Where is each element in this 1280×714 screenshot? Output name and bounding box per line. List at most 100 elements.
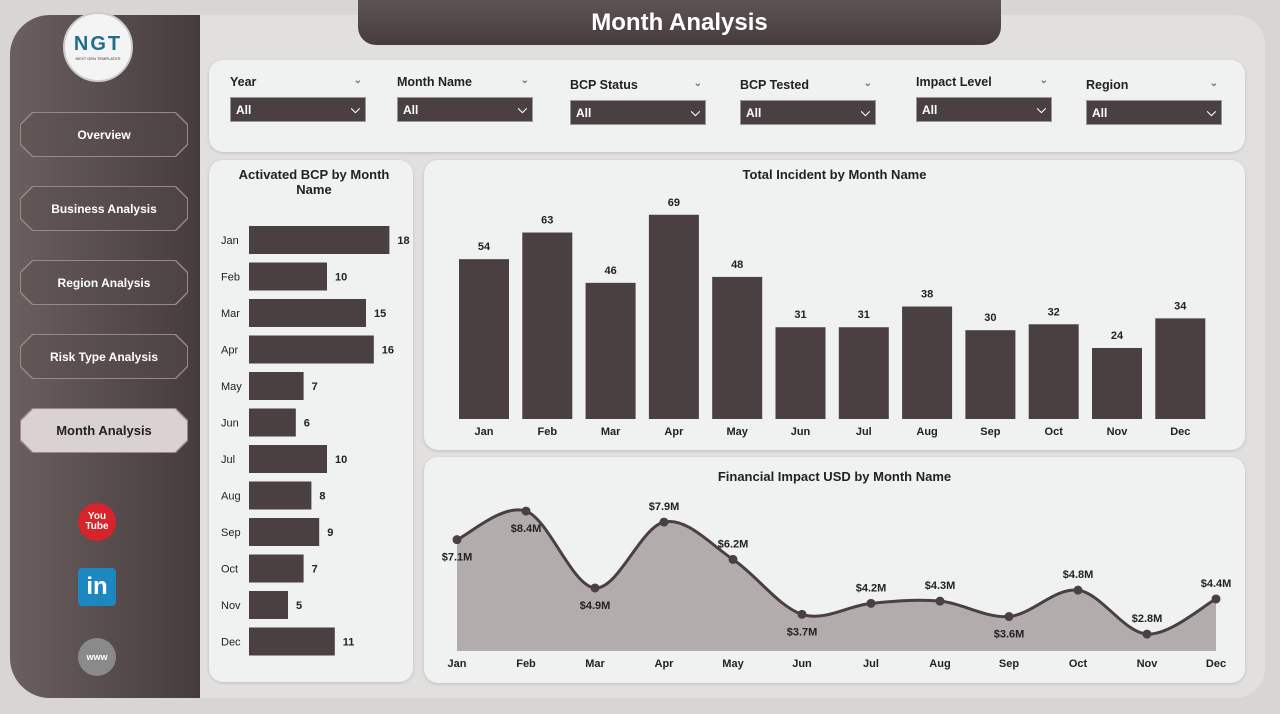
chevron-down-icon[interactable]: ⌵ xyxy=(517,102,527,116)
chevron-down-icon[interactable]: ⌄ xyxy=(863,78,872,89)
linkedin-icon[interactable]: in xyxy=(78,568,116,606)
y-tick-label: Aug xyxy=(221,491,241,503)
x-tick-label: Jun xyxy=(791,426,811,438)
x-tick-label: May xyxy=(726,426,748,438)
data-label: $4.4M xyxy=(1201,578,1232,590)
data-label: 31 xyxy=(794,309,806,321)
bar xyxy=(249,372,304,400)
nav-overview[interactable]: Overview xyxy=(20,112,188,157)
bcp-status-filter[interactable]: BCP Status ⌄ All ⌵ xyxy=(570,78,706,125)
filter-label: Region xyxy=(1086,78,1129,92)
data-point xyxy=(1073,585,1083,595)
globe-icon[interactable]: www xyxy=(78,638,116,676)
data-label: 38 xyxy=(921,289,933,301)
filter-value: All xyxy=(236,102,252,117)
bar xyxy=(522,232,573,419)
bar xyxy=(249,299,366,327)
chevron-down-icon[interactable]: ⌵ xyxy=(690,105,700,119)
data-point xyxy=(935,596,945,606)
chevron-down-icon[interactable]: ⌄ xyxy=(353,75,362,86)
region-filter[interactable]: Region ⌄ All ⌵ xyxy=(1086,78,1222,125)
data-label: $7.9M xyxy=(649,501,680,513)
data-label: 24 xyxy=(1111,330,1124,342)
data-point xyxy=(866,598,876,608)
year-filter[interactable]: Year ⌄ All ⌵ xyxy=(230,75,366,122)
data-point xyxy=(797,609,807,619)
y-tick-label: Mar xyxy=(221,308,240,320)
bar xyxy=(585,282,636,419)
data-label: 8 xyxy=(319,491,325,503)
y-tick-label: Oct xyxy=(221,564,238,576)
data-label: 34 xyxy=(1174,300,1187,312)
x-tick-label: Jun xyxy=(792,658,812,670)
chart-title: Activated BCP by Month Name xyxy=(238,167,390,197)
data-label: 69 xyxy=(668,197,680,209)
nav-business-analysis[interactable]: Business Analysis xyxy=(20,186,188,231)
x-tick-label: May xyxy=(722,658,744,670)
series-line xyxy=(456,508,1217,636)
data-label: 31 xyxy=(858,309,870,321)
y-tick-label: Nov xyxy=(221,600,241,612)
data-label: $6.2M xyxy=(718,538,749,550)
x-tick-label: Nov xyxy=(1137,658,1159,670)
data-point xyxy=(728,554,738,564)
y-tick-label: Jan xyxy=(221,235,239,247)
filter-value: All xyxy=(1092,105,1108,120)
x-tick-label: Oct xyxy=(1045,426,1064,438)
bar xyxy=(459,259,509,419)
data-label: 7 xyxy=(312,381,318,393)
bcp-tested-filter[interactable]: BCP Tested ⌄ All ⌵ xyxy=(740,78,876,125)
bar xyxy=(965,330,1016,419)
data-label: $4.2M xyxy=(856,582,887,594)
x-tick-label: Aug xyxy=(916,426,937,438)
chevron-down-icon[interactable]: ⌄ xyxy=(1039,75,1048,86)
chevron-down-icon[interactable]: ⌄ xyxy=(1209,78,1218,89)
filter-panel xyxy=(209,60,1245,152)
y-tick-label: May xyxy=(221,381,242,393)
chevron-down-icon[interactable]: ⌵ xyxy=(1036,102,1046,116)
impact-level-filter[interactable]: Impact Level ⌄ All ⌵ xyxy=(916,75,1052,122)
data-label: $3.7M xyxy=(787,626,818,638)
data-label: $4.9M xyxy=(580,600,611,612)
nav-region-analysis[interactable]: Region Analysis xyxy=(20,260,188,305)
bar xyxy=(838,327,889,419)
area-fill xyxy=(457,509,1216,651)
data-point xyxy=(1142,629,1152,639)
chevron-down-icon[interactable]: ⌵ xyxy=(860,105,870,119)
linkedin-label: in xyxy=(86,573,108,600)
chevron-down-icon[interactable]: ⌵ xyxy=(1206,105,1216,119)
x-tick-label: Dec xyxy=(1206,658,1226,670)
filter-label: Impact Level xyxy=(916,75,992,89)
data-label: 5 xyxy=(296,600,302,612)
chevron-down-icon[interactable]: ⌵ xyxy=(350,102,360,116)
nav-label: Overview xyxy=(21,113,187,156)
data-label: 11 xyxy=(343,637,355,649)
month-name-filter[interactable]: Month Name ⌄ All ⌵ xyxy=(397,75,533,122)
bar xyxy=(249,591,288,619)
bar xyxy=(249,554,304,583)
page-title: Month Analysis xyxy=(358,0,1001,45)
nav-label: Month Analysis xyxy=(21,409,187,452)
chevron-down-icon[interactable]: ⌄ xyxy=(520,75,529,86)
x-tick-label: Feb xyxy=(538,426,558,438)
data-label: 18 xyxy=(397,235,409,247)
filter-label: BCP Status xyxy=(570,78,638,92)
data-label: $3.6M xyxy=(994,629,1025,641)
x-tick-label: Jan xyxy=(475,426,494,438)
x-tick-label: Feb xyxy=(516,658,536,670)
nav-risk-type-analysis[interactable]: Risk Type Analysis xyxy=(20,334,188,379)
chart-title: Total Incident by Month Name xyxy=(742,167,927,182)
data-label: $4.3M xyxy=(925,580,956,592)
x-tick-label: Mar xyxy=(601,426,621,438)
youtube-icon[interactable]: You Tube xyxy=(78,503,116,541)
x-tick-label: Sep xyxy=(980,426,1000,438)
x-tick-label: Jul xyxy=(863,658,879,670)
logo-subtext: NEXT GEN TEMPLATES xyxy=(75,56,121,61)
x-tick-label: Dec xyxy=(1170,426,1190,438)
nav-month-analysis[interactable]: Month Analysis xyxy=(20,408,188,453)
data-label: 15 xyxy=(374,308,386,320)
y-tick-label: Feb xyxy=(221,272,240,284)
chevron-down-icon[interactable]: ⌄ xyxy=(693,78,702,89)
y-tick-label: Jul xyxy=(221,454,235,466)
bar xyxy=(1028,324,1079,419)
